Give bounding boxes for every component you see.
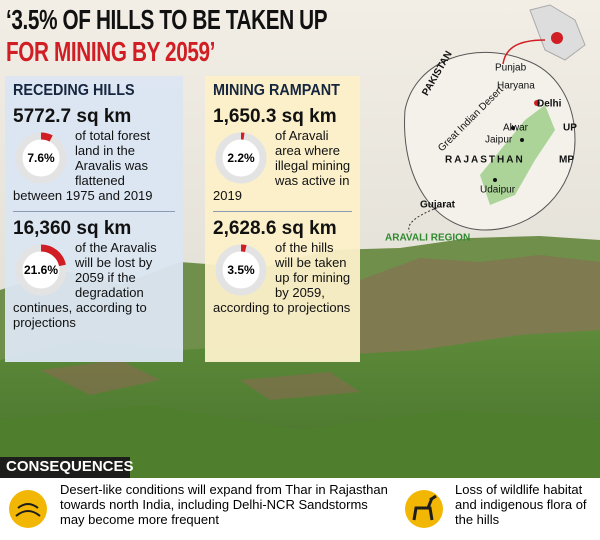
map-label: Delhi bbox=[537, 99, 562, 110]
stat-text: of total forest land in the Aravalis was… bbox=[13, 128, 153, 203]
panel: RECEDING HILLS 5772.7 sq km 7.6% of total f… bbox=[5, 76, 183, 362]
panel: MINING RAMPANT 1,650.3 sq km 2.2% of Araval… bbox=[205, 76, 360, 362]
map-label: Gujarat bbox=[420, 200, 456, 211]
donut-label: 3.5% bbox=[227, 263, 255, 277]
donut-arc bbox=[15, 132, 67, 184]
consequences-tab bbox=[0, 457, 130, 478]
map-label: RAJASTHAN bbox=[445, 155, 525, 166]
consequence-text: Desert-like conditions will expand from … bbox=[60, 482, 388, 527]
donut: 2.2% bbox=[215, 132, 267, 184]
map-label: Udaipur bbox=[480, 185, 516, 196]
stat-text: of the Aravalis will be lost by 2059 if … bbox=[13, 240, 157, 330]
consequence-text: Loss of wildlife habitat and indigenous … bbox=[455, 482, 587, 527]
divider bbox=[213, 211, 352, 212]
donut-label: 7.6% bbox=[27, 151, 55, 165]
consequences-strip bbox=[0, 478, 600, 540]
title-line: ‘3.5% OF HILLS TO BE TAKEN UP bbox=[6, 4, 328, 35]
stat: 16,360 sq km 21.6% of the Aravalis will be… bbox=[13, 216, 175, 336]
stat-text: of the hills will be taken up for mining… bbox=[213, 240, 351, 315]
donut-label: 2.2% bbox=[227, 151, 255, 165]
donut-arc bbox=[215, 132, 267, 184]
stat: 2,628.6 sq km 3.5% of the hills will be ta… bbox=[213, 216, 352, 321]
stat: 1,650.3 sq km 2.2% of Aravali area where i… bbox=[213, 104, 352, 209]
panel-heading: RECEDING HILLS bbox=[13, 82, 135, 99]
consequences-heading: CONSEQUENCES bbox=[6, 458, 134, 475]
donut-label: 21.6% bbox=[24, 263, 58, 277]
map-label: Punjab bbox=[495, 63, 527, 74]
stat-text: of Aravali area where illegal mining was… bbox=[213, 128, 351, 203]
stat: 5772.7 sq km 7.6% of total forest land in … bbox=[13, 104, 175, 209]
divider bbox=[13, 211, 175, 212]
stat-figure: 1,650.3 sq km bbox=[213, 106, 337, 127]
map-label: Haryana bbox=[497, 81, 535, 92]
map-label: Jaipur bbox=[485, 135, 513, 146]
map-label: Alwar bbox=[503, 123, 529, 134]
donut: 7.6% bbox=[15, 132, 67, 184]
donut: 3.5% bbox=[215, 244, 267, 296]
stat-figure: 5772.7 sq km bbox=[13, 106, 132, 127]
stat-figure: 2,628.6 sq km bbox=[213, 218, 337, 239]
wildlife-icon bbox=[405, 490, 443, 528]
desert-icon bbox=[9, 490, 47, 528]
map-legend: ARAVALI REGION bbox=[385, 233, 470, 244]
panel-heading: MINING RAMPANT bbox=[213, 82, 340, 99]
donut-arc bbox=[215, 244, 267, 296]
donut: 21.6% bbox=[15, 244, 67, 296]
donut-arc bbox=[15, 244, 67, 296]
map-label: MP bbox=[559, 155, 574, 166]
stat-figure: 16,360 sq km bbox=[13, 218, 132, 239]
title-line: FOR MINING BY 2059’ bbox=[6, 36, 216, 67]
map-label: UP bbox=[563, 123, 577, 134]
